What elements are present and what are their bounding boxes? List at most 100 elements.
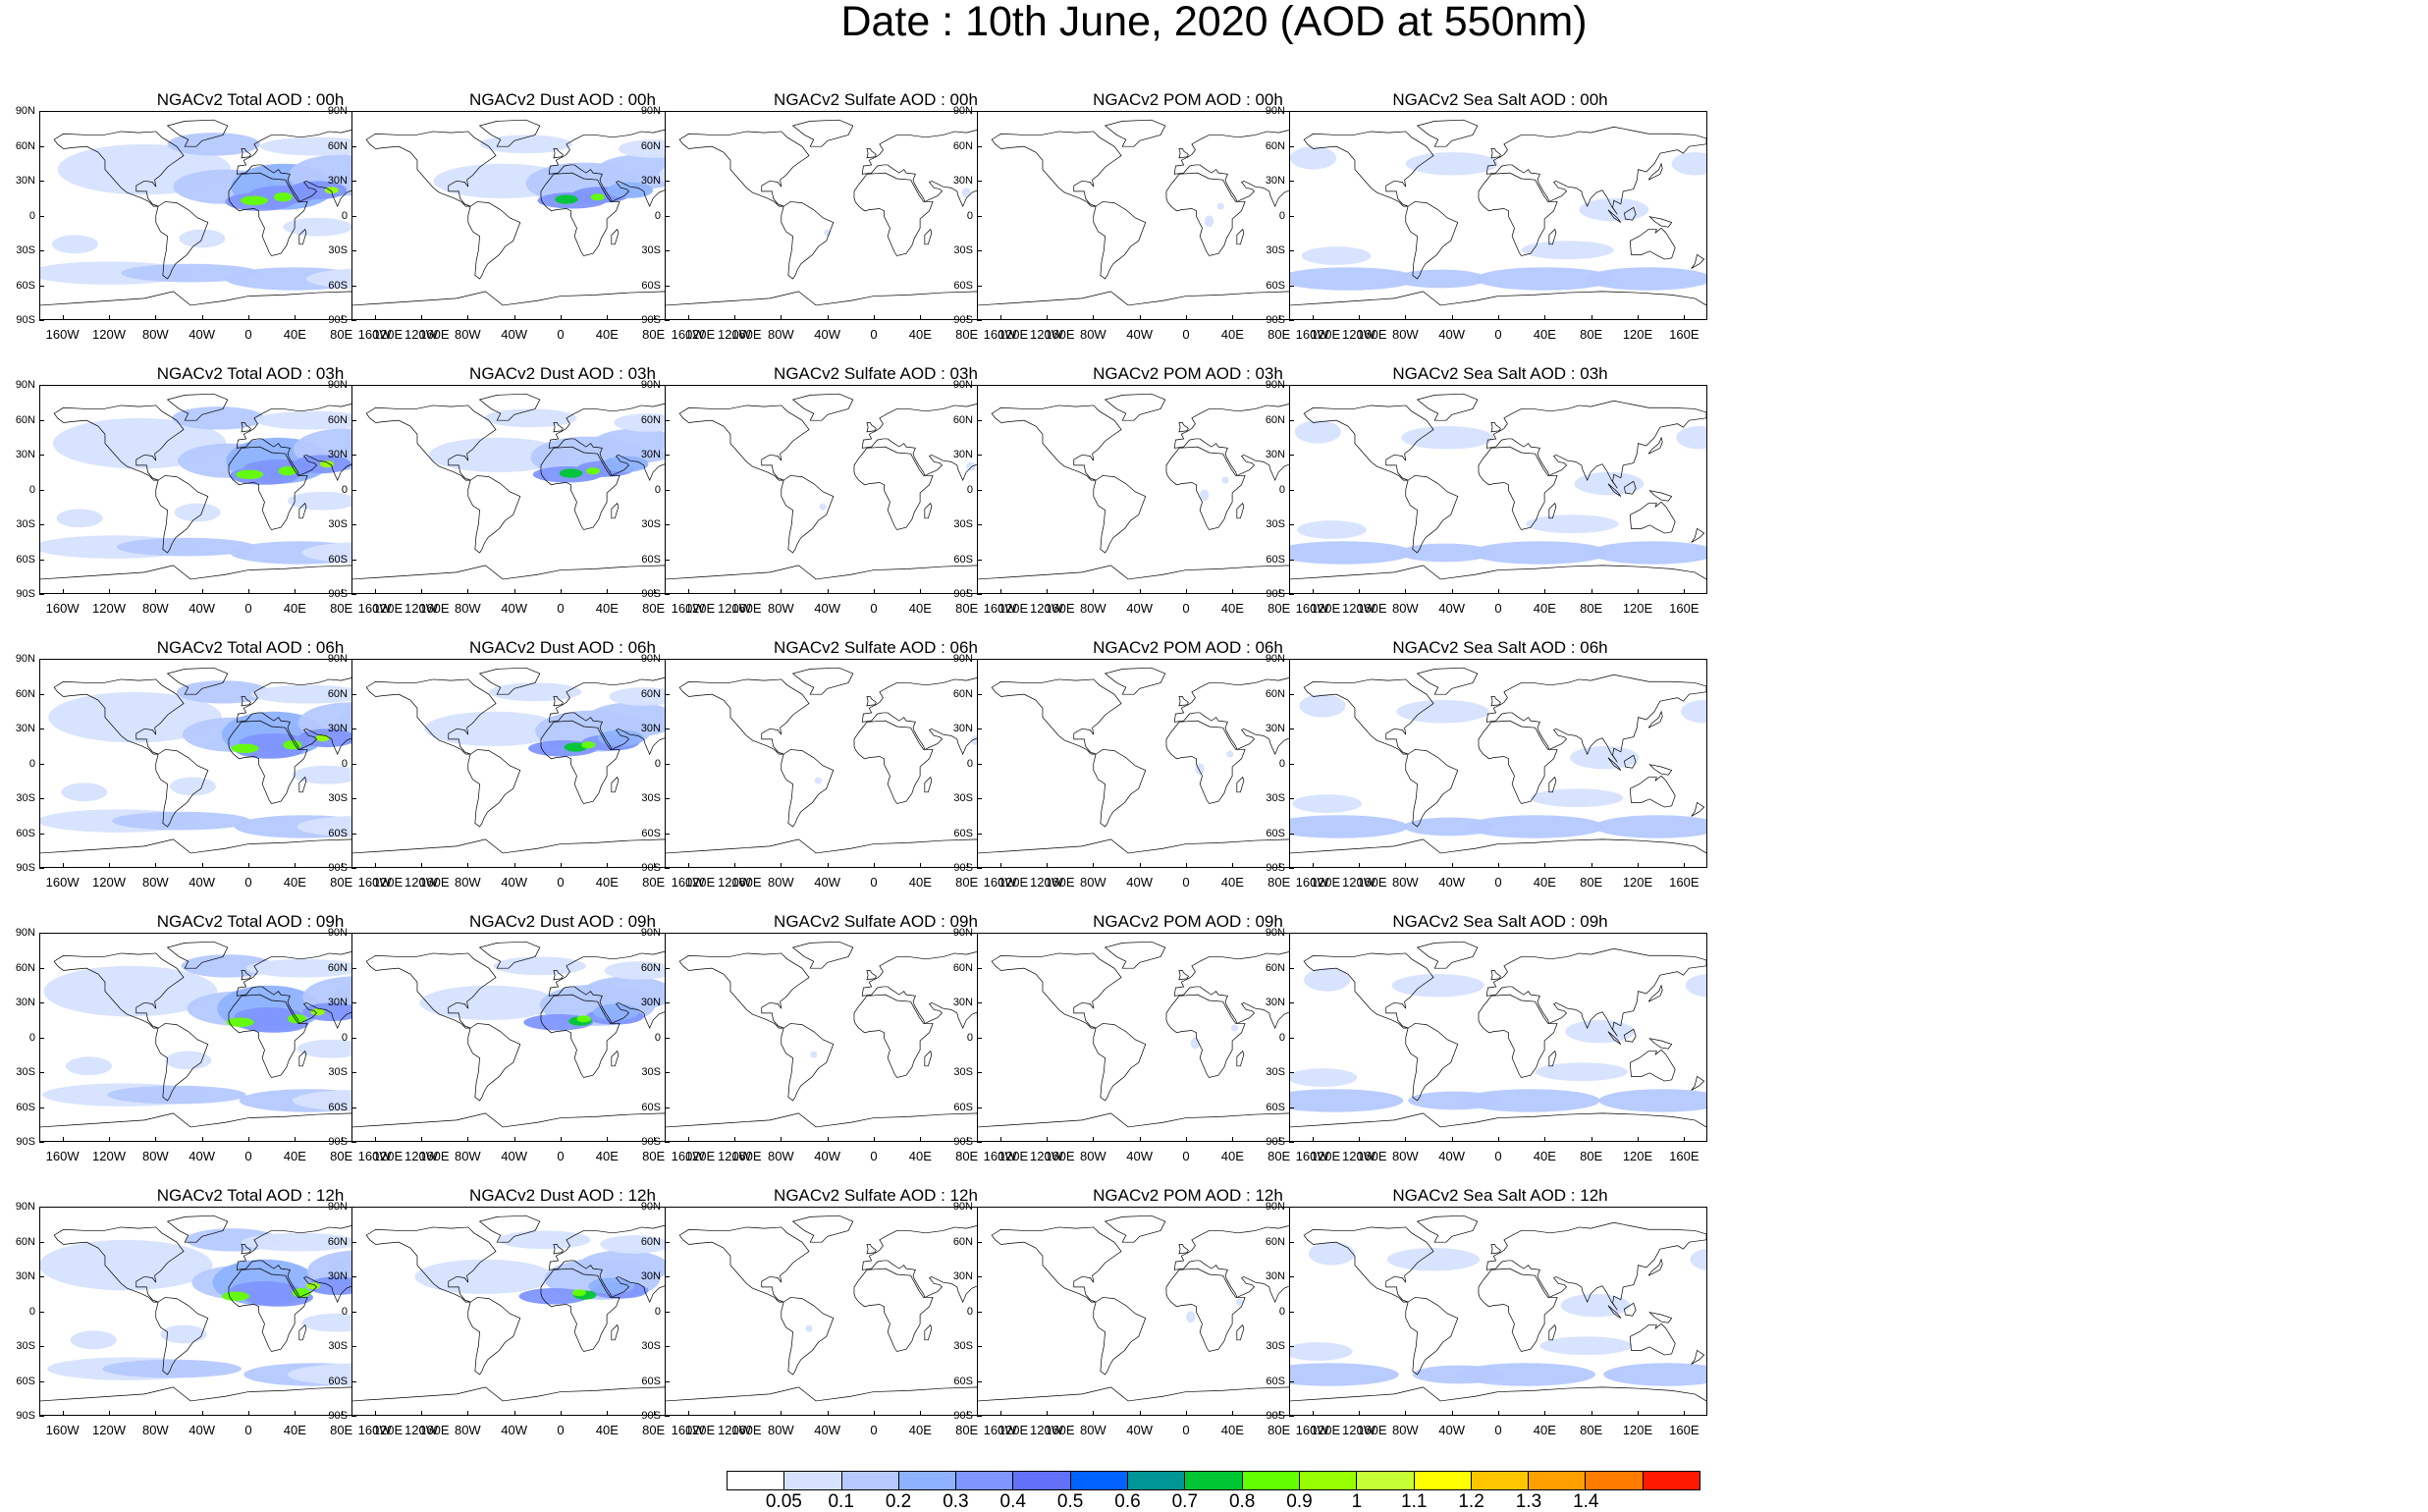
coastline xyxy=(1607,1305,1622,1319)
lon-tick-mark xyxy=(1139,863,1141,868)
lat-tick-label: 30S xyxy=(953,244,973,256)
lat-tick-label: 30S xyxy=(953,1066,973,1078)
coastline xyxy=(781,1023,835,1102)
coastline xyxy=(1648,1312,1673,1323)
coastline xyxy=(166,119,229,147)
lon-tick-label: 40W xyxy=(1126,1423,1154,1437)
aod-plume xyxy=(602,456,649,472)
lat-tick-label: 60N xyxy=(327,961,348,974)
coastline xyxy=(1691,1349,1705,1365)
lon-tick-mark xyxy=(607,1411,609,1416)
lat-tick-mark xyxy=(39,1416,44,1417)
lat-tick-label: 60N xyxy=(327,1235,348,1248)
lon-tick-mark xyxy=(1684,863,1686,868)
lon-tick-label: 120W xyxy=(718,327,751,342)
coastline xyxy=(1165,172,1246,256)
aod-plume xyxy=(1386,1248,1481,1271)
lon-tick-mark xyxy=(1047,1411,1048,1416)
coastline xyxy=(478,667,541,695)
lon-tick-label: 120E xyxy=(998,1149,1029,1163)
lat-tick-mark xyxy=(1289,1241,1294,1243)
lon-tick-label: 160E xyxy=(1045,327,1075,342)
lon-tick-label: 80W xyxy=(141,875,169,890)
lon-tick-mark xyxy=(734,1137,735,1142)
lon-tick-mark xyxy=(374,589,376,594)
map-svg xyxy=(1290,941,1706,1128)
lat-tick-label: 30N xyxy=(952,1270,973,1282)
lon-tick-label: 80E xyxy=(955,1149,979,1163)
aod-plume xyxy=(226,1017,254,1027)
lat-tick-mark xyxy=(665,1346,670,1347)
lon-tick-label: 160W xyxy=(671,875,705,890)
coastline xyxy=(678,131,810,207)
lon-tick-mark xyxy=(467,1137,469,1142)
lon-tick-label: 80W xyxy=(1079,875,1106,890)
lon-tick-label: 40W xyxy=(189,601,216,616)
lat-tick-mark xyxy=(977,181,982,182)
coastline xyxy=(1165,446,1246,530)
lat-tick-mark xyxy=(39,419,44,421)
lon-tick-mark xyxy=(201,863,203,868)
lat-tick-mark xyxy=(351,145,356,147)
lat-tick-mark xyxy=(39,215,44,217)
lat-tick-mark xyxy=(977,1276,982,1277)
panel-title: NGACv2 Sulfate AOD : 06h xyxy=(774,638,978,657)
colorbar-cell xyxy=(898,1472,957,1489)
lon-tick-mark xyxy=(1047,589,1048,594)
lon-tick-mark xyxy=(109,1411,110,1416)
coastline xyxy=(155,475,209,554)
coastline xyxy=(1236,228,1245,245)
lat-tick-label: 90S xyxy=(328,862,348,874)
lat-tick-mark xyxy=(977,1346,982,1347)
lat-tick-mark xyxy=(1289,285,1294,287)
lat-tick-mark xyxy=(1289,868,1294,869)
coastline xyxy=(866,1244,877,1255)
lat-tick-mark xyxy=(39,524,44,525)
lat-tick-mark xyxy=(665,1107,670,1108)
lon-tick-label: 0 xyxy=(870,327,878,342)
coastline xyxy=(553,422,564,433)
aod-plume xyxy=(966,461,976,471)
lon-tick-mark xyxy=(966,1411,968,1416)
lon-tick-label: 40E xyxy=(1220,601,1244,616)
coastline xyxy=(1691,1075,1705,1091)
aod-plume xyxy=(255,410,371,430)
lat-tick-mark xyxy=(977,659,982,660)
lon-tick-mark xyxy=(513,863,515,868)
lat-tick-mark xyxy=(351,111,356,112)
aod-plume xyxy=(419,985,559,1020)
map-frame xyxy=(1289,111,1707,320)
lon-tick-mark xyxy=(1093,315,1095,320)
panel-title: NGACv2 Sea Salt AOD : 06h xyxy=(1392,638,1608,657)
lat-tick-mark xyxy=(977,594,982,595)
lon-tick-label: 40E xyxy=(283,601,306,616)
lat-tick-mark xyxy=(1289,1072,1294,1073)
lon-tick-mark xyxy=(561,1137,562,1142)
lat-tick-mark xyxy=(1289,1346,1294,1347)
map-panel-seasalt: NGACv2 Sea Salt AOD : 03h 90N 60N 30N 0 30S 60… xyxy=(1250,364,1707,629)
lon-tick-label: 80W xyxy=(454,875,481,890)
lon-tick-mark xyxy=(374,1137,376,1142)
lat-tick-mark xyxy=(1289,215,1294,217)
map-panel-seasalt: NGACv2 Sea Salt AOD : 00h 90N 60N 30N 0 30S 60… xyxy=(1250,90,1707,355)
aod-plume xyxy=(805,1324,813,1332)
map-svg xyxy=(1290,667,1706,854)
lon-tick-mark xyxy=(827,1411,829,1416)
coastline xyxy=(241,1244,251,1255)
aod-plume xyxy=(488,682,582,702)
lon-tick-label: 120W xyxy=(718,875,751,890)
coastline xyxy=(791,941,854,969)
aod-plume xyxy=(1574,471,1645,496)
lon-tick-mark xyxy=(295,1411,297,1416)
colorbar-cell xyxy=(1643,1472,1700,1489)
lat-tick-label: 30N xyxy=(952,449,973,460)
colorbar-cell xyxy=(1357,1472,1415,1489)
lon-tick-mark xyxy=(781,589,782,594)
lat-tick-label: 60N xyxy=(1265,687,1285,700)
lon-tick-mark xyxy=(827,863,829,868)
lon-tick-label: 160E xyxy=(1357,1423,1387,1437)
coastline xyxy=(467,749,521,828)
lat-tick-mark xyxy=(977,1241,982,1243)
coastline xyxy=(781,1297,835,1376)
coastline xyxy=(1178,696,1189,707)
